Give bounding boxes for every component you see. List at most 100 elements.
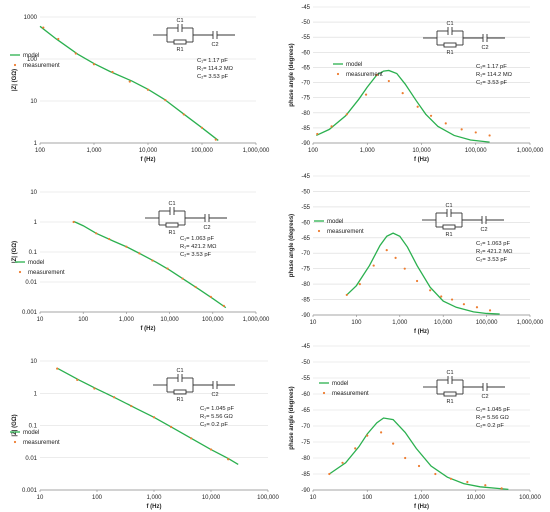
data-point-measurement xyxy=(375,73,378,77)
data-point-measurement xyxy=(372,264,375,267)
label-c2: C2 xyxy=(203,225,210,231)
data-point-measurement xyxy=(190,437,193,440)
y-tick-label: 10 xyxy=(30,359,37,365)
legend-measurement-label: measurement xyxy=(346,72,383,78)
data-point-measurement xyxy=(57,37,60,41)
parameter-label: C₁= 1.045 pF xyxy=(476,407,510,413)
data-point-measurement xyxy=(194,285,197,289)
label-c1: C1 xyxy=(168,201,175,207)
label-c2: C2 xyxy=(480,227,487,233)
parameter-label: R₁= 5.56 GΩ xyxy=(476,415,510,421)
resistor-r1 xyxy=(165,222,179,228)
x-tick-label: 1,000 xyxy=(146,495,162,501)
data-point-measurement xyxy=(500,487,503,490)
y-tick-label: -65 xyxy=(301,236,310,242)
x-tick-label: 1,000,000 xyxy=(517,320,544,326)
x-tick-label: 10 xyxy=(37,317,44,323)
data-point-measurement xyxy=(42,26,45,29)
label-c1: C1 xyxy=(176,368,183,374)
chart-panel-5: 0.001 0.01 0.1 1 10 10 100 1,000 10,000 100,000 f … xyxy=(10,359,280,510)
y-tick-label: 0.1 xyxy=(29,424,38,430)
parameter-label: C₁= 1.063 pF xyxy=(476,241,510,247)
x-tick-label: 10,000 xyxy=(160,317,179,323)
parameter-label: C₂= 0.2 pF xyxy=(476,423,504,429)
x-tick-label: 10 xyxy=(37,495,44,501)
data-point-measurement xyxy=(385,249,388,252)
legend-measurement-swatch xyxy=(336,72,340,76)
chart-panel-3: 0.001 0.01 0.1 1 10 10 100 1,000 10,000 100,000 1,… xyxy=(12,190,270,332)
data-point-measurement xyxy=(74,52,77,55)
legend: model measurement xyxy=(15,260,65,276)
circuit-diagram: C1 R1 C2 xyxy=(422,203,504,238)
y-tick-label: -75 xyxy=(301,267,310,273)
label-r1: R1 xyxy=(446,399,453,405)
data-point-measurement xyxy=(488,309,492,312)
parameter-label: R₁= 421.2 MΩ xyxy=(180,244,217,250)
data-point-measurement xyxy=(76,378,79,381)
x-tick-label: 10,000 xyxy=(202,495,221,501)
label-c1: C1 xyxy=(445,203,452,209)
y-tick-label: -85 xyxy=(301,298,310,304)
data-point-measurement xyxy=(394,256,397,259)
x-tick-label: 10,000 xyxy=(139,148,158,154)
x-tick-label: 1,000 xyxy=(392,320,408,326)
data-point-measurement xyxy=(475,306,479,309)
y-tick-label: -45 xyxy=(301,174,310,180)
parameter-label: C₁= 1.063 pF xyxy=(180,236,214,242)
label-c2: C2 xyxy=(481,45,488,51)
x-tick-label: 100,000 xyxy=(465,148,487,154)
data-point-measurement xyxy=(93,387,96,390)
label-r1: R1 xyxy=(176,397,183,403)
parameter-label: R₁= 114.2 MΩ xyxy=(476,72,513,78)
y-tick-label: -45 xyxy=(301,344,310,350)
legend-measurement-swatch xyxy=(13,63,17,67)
data-point-measurement xyxy=(92,63,96,66)
chart-panel-1: 1 10 100 1000 100 1,000 10,000 100,000 1,000,000… xyxy=(10,15,270,163)
x-axis-label: f (Hz) xyxy=(141,157,156,163)
y-tick-label: 0.001 xyxy=(22,488,38,494)
y-tick-label: -80 xyxy=(301,111,310,117)
series-line-model xyxy=(39,25,219,141)
series-line-model xyxy=(316,69,490,143)
y-tick-label: -70 xyxy=(301,81,310,87)
x-tick-label: 100 xyxy=(362,495,373,501)
data-point-measurement xyxy=(166,267,169,270)
y-tick-label: 1 xyxy=(34,220,38,226)
data-point-measurement xyxy=(316,132,319,136)
label-c2: C2 xyxy=(481,394,488,400)
data-point-measurement xyxy=(416,105,419,108)
legend-measurement-swatch xyxy=(322,391,326,395)
parameter-label: C₂= 3.53 pF xyxy=(197,74,229,80)
data-point-measurement xyxy=(434,472,437,476)
y-tick-label: -75 xyxy=(301,440,310,446)
y-tick-label: -50 xyxy=(301,360,310,366)
y-tick-label: -55 xyxy=(301,35,310,41)
legend-measurement-swatch xyxy=(18,270,22,274)
legend-model-label: model xyxy=(28,260,44,266)
x-tick-label: 10 xyxy=(310,320,317,326)
y-axis-label: phase angle (degrees) xyxy=(289,43,295,106)
data-point-measurement xyxy=(130,404,133,408)
data-point-measurement xyxy=(200,126,204,129)
label-r1: R1 xyxy=(176,47,183,53)
data-point-measurement xyxy=(209,448,213,451)
data-point-measurement xyxy=(444,122,447,125)
legend: model measurement xyxy=(319,381,369,397)
parameter-label: C₁= 1.17 pF xyxy=(197,58,228,64)
data-point-measurement xyxy=(164,99,167,102)
x-tick-label: 100 xyxy=(92,495,103,501)
y-tick-label: 0.01 xyxy=(25,456,37,462)
data-point-measurement xyxy=(440,295,443,298)
x-tick-label: 1,000 xyxy=(86,148,102,154)
x-tick-label: 100 xyxy=(78,317,89,323)
legend-model-label: model xyxy=(327,219,343,225)
y-tick-label: -45 xyxy=(301,5,310,11)
x-tick-label: 1,000,000 xyxy=(243,148,270,154)
data-point-measurement xyxy=(330,125,333,128)
y-tick-label: -55 xyxy=(301,376,310,382)
data-point-measurement xyxy=(72,220,75,224)
legend-measurement-label: measurement xyxy=(28,270,65,276)
data-point-measurement xyxy=(345,113,348,116)
y-axis-label: phase angle (degrees) xyxy=(289,386,295,449)
circuit-diagram: C1 R1 C2 xyxy=(423,21,505,56)
